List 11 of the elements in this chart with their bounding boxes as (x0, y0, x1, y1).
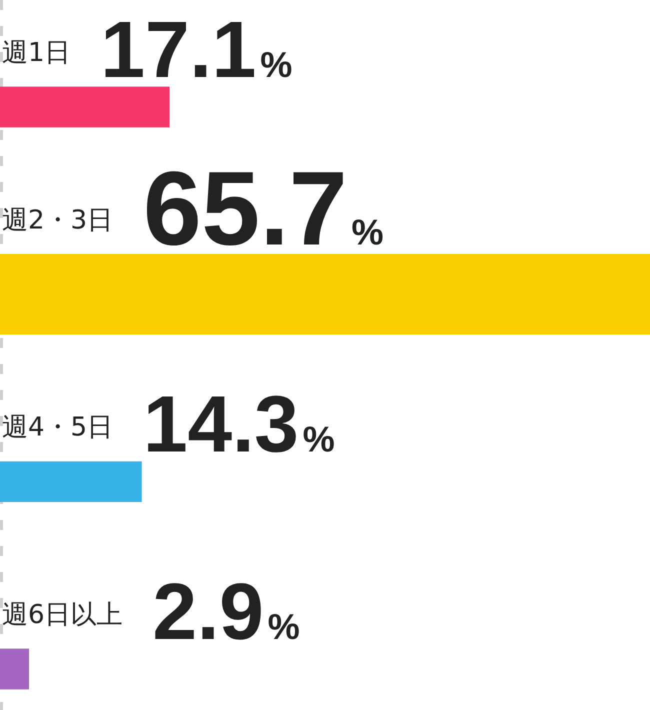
y-tick-label: 週6日以上 (2, 600, 123, 630)
bar (0, 86, 170, 128)
data-label: 2.9% (152, 567, 300, 656)
data-label: 14.3% (143, 380, 335, 469)
data-label: 17.1% (100, 5, 292, 94)
data-label: 65.7% (143, 150, 384, 268)
y-tick-label: 週4・5日 (2, 412, 114, 443)
y-tick-label: 週1日 (2, 38, 71, 68)
bar (0, 461, 142, 502)
bar (0, 648, 30, 690)
y-tick-label: 週2・3日 (2, 205, 114, 236)
